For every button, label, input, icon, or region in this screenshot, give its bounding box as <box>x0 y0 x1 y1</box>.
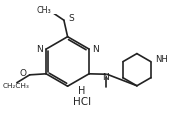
Text: CH₃: CH₃ <box>37 6 52 15</box>
Text: N: N <box>92 45 99 54</box>
Text: H: H <box>78 86 86 96</box>
Text: N: N <box>36 45 43 54</box>
Text: HCl: HCl <box>73 97 91 107</box>
Text: N: N <box>103 73 109 82</box>
Text: CH₂CH₃: CH₂CH₃ <box>2 83 29 89</box>
Text: S: S <box>68 14 74 23</box>
Text: NH: NH <box>155 55 168 64</box>
Text: O: O <box>20 69 27 78</box>
